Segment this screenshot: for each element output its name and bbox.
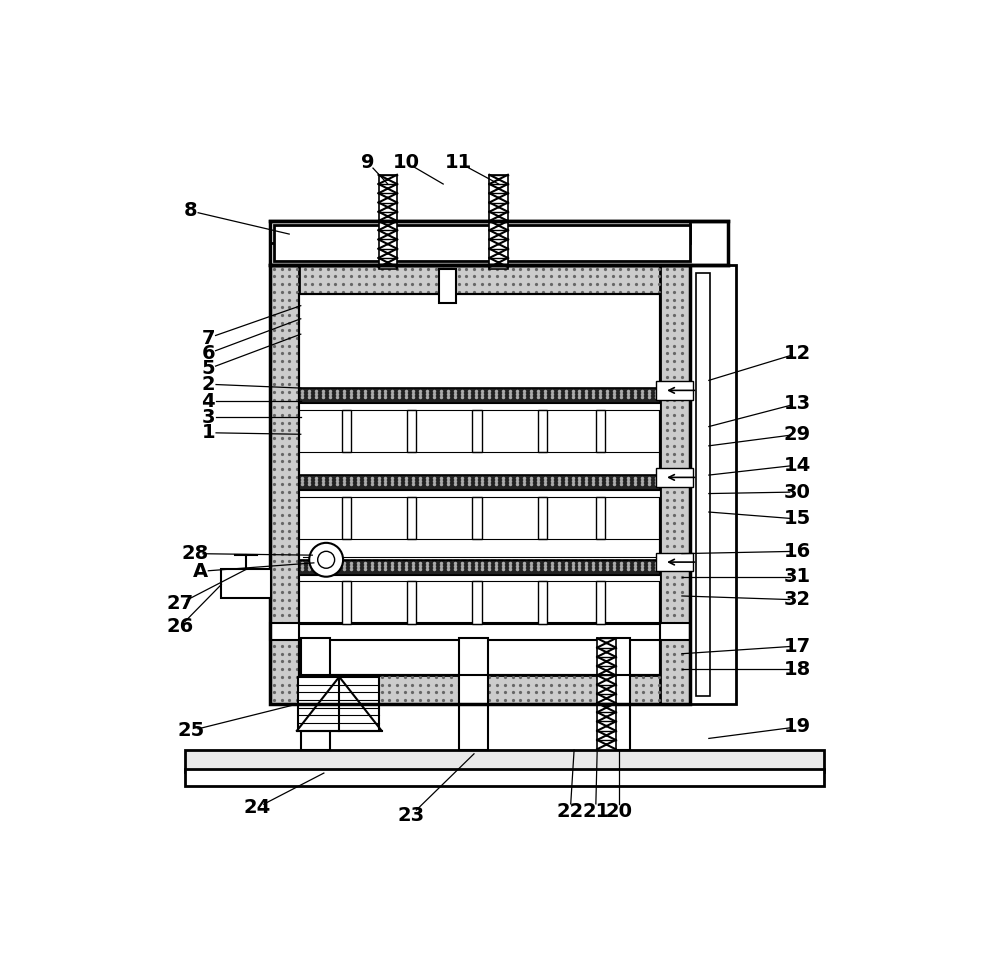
Bar xyxy=(489,175,508,269)
Text: 31: 31 xyxy=(784,567,811,586)
Text: 32: 32 xyxy=(784,590,811,609)
Bar xyxy=(472,581,482,623)
Text: 3: 3 xyxy=(202,408,215,426)
Bar xyxy=(270,265,299,704)
Bar xyxy=(407,496,416,539)
Text: 11: 11 xyxy=(445,153,472,172)
Bar xyxy=(538,496,547,539)
Bar xyxy=(299,388,660,403)
Text: 30: 30 xyxy=(784,483,811,502)
Text: 6: 6 xyxy=(202,344,215,363)
Bar xyxy=(597,639,616,750)
Text: A: A xyxy=(193,562,208,581)
Text: 18: 18 xyxy=(784,660,811,679)
Bar xyxy=(270,623,690,640)
Bar xyxy=(270,265,690,704)
Bar xyxy=(185,770,824,786)
Bar xyxy=(301,639,330,750)
Text: 24: 24 xyxy=(243,798,270,817)
Text: 20: 20 xyxy=(605,802,632,821)
Bar xyxy=(407,581,416,623)
Text: 25: 25 xyxy=(177,721,204,740)
Bar xyxy=(656,553,693,572)
Text: 22: 22 xyxy=(557,802,584,821)
Bar xyxy=(298,677,379,730)
Text: 7: 7 xyxy=(202,329,215,348)
Text: 5: 5 xyxy=(202,359,215,379)
Text: 2: 2 xyxy=(202,375,215,394)
Text: 23: 23 xyxy=(397,806,424,825)
Bar xyxy=(538,409,547,452)
Bar xyxy=(299,475,660,490)
Bar xyxy=(185,750,824,771)
Bar xyxy=(596,496,605,539)
Bar xyxy=(342,581,351,623)
Bar xyxy=(270,221,728,265)
Text: 8: 8 xyxy=(184,202,197,221)
Text: 9: 9 xyxy=(361,153,374,172)
Text: 14: 14 xyxy=(784,456,811,474)
Text: 10: 10 xyxy=(393,153,420,172)
Bar xyxy=(472,496,482,539)
Text: 21: 21 xyxy=(582,802,609,821)
Text: 12: 12 xyxy=(784,344,811,363)
Bar xyxy=(656,381,693,400)
Bar xyxy=(439,269,456,303)
Bar xyxy=(596,581,605,623)
Bar xyxy=(274,225,690,261)
Text: 26: 26 xyxy=(166,618,193,637)
Bar xyxy=(270,265,690,294)
Text: 29: 29 xyxy=(784,424,811,444)
Bar xyxy=(690,265,736,704)
Text: 17: 17 xyxy=(784,637,811,656)
Text: 19: 19 xyxy=(784,717,811,736)
Text: 4: 4 xyxy=(202,392,215,411)
Bar xyxy=(379,175,397,269)
Bar xyxy=(299,294,660,675)
Bar xyxy=(299,490,660,496)
Bar xyxy=(342,496,351,539)
Bar xyxy=(407,409,416,452)
Bar xyxy=(656,468,693,487)
Bar xyxy=(601,639,630,750)
Bar xyxy=(660,265,690,704)
Bar xyxy=(596,409,605,452)
Bar xyxy=(270,221,690,243)
Bar xyxy=(221,569,271,598)
Text: 28: 28 xyxy=(182,544,209,563)
Bar xyxy=(270,675,690,704)
Bar xyxy=(299,403,660,409)
Bar xyxy=(459,639,488,750)
Bar xyxy=(538,581,547,623)
Text: 1: 1 xyxy=(202,424,215,443)
Text: 16: 16 xyxy=(784,542,811,561)
Bar xyxy=(299,294,660,675)
Text: 27: 27 xyxy=(166,595,193,613)
Circle shape xyxy=(309,543,343,576)
Text: 15: 15 xyxy=(784,510,811,529)
Bar xyxy=(299,560,660,576)
Text: 13: 13 xyxy=(784,394,811,413)
Bar xyxy=(696,272,710,696)
Bar xyxy=(472,409,482,452)
Bar xyxy=(342,409,351,452)
Bar xyxy=(299,576,660,581)
